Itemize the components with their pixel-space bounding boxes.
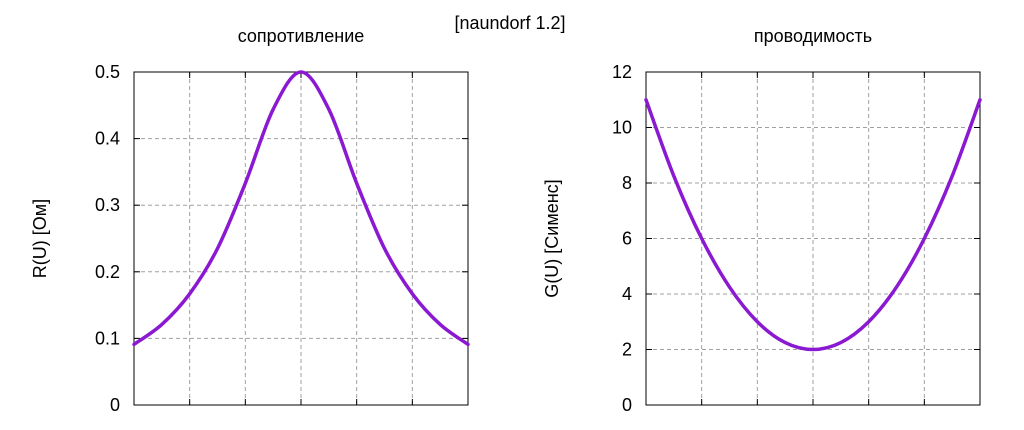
resistance-title: сопротивление [238,26,365,46]
conductance-ytick-label: 0 [622,395,632,415]
conductance-ytick-label: 12 [612,62,632,82]
resistance-ytick-label: 0.4 [95,129,120,149]
figure-title: [naundorf 1.2] [454,13,565,33]
conductance-ytick-label: 4 [622,284,632,304]
resistance-ytick-label: 0 [110,395,120,415]
conductance-ytick-label: 2 [622,340,632,360]
conductance-ylabel: G(U) [Сименс] [542,179,562,297]
conductance-ytick-label: 6 [622,229,632,249]
conductance-ytick-label: 10 [612,118,632,138]
resistance-ylabel: R(U) [Ом] [30,199,50,278]
conductance-plot: 0 2 4 6 8 10 12 проводимость G(U) [Сименс] [542,26,982,415]
conductance-ytick-label: 8 [622,173,632,193]
resistance-plot: 0 0.1 0.2 0.3 0.4 0.5 сопротивление R(U) [Ом] [30,26,470,415]
resistance-series-line [132,70,470,347]
resistance-ytick-label: 0.2 [95,262,120,282]
resistance-ytick-label: 0.5 [95,62,120,82]
conductance-series-line [644,98,982,352]
conductance-title: проводимость [754,26,872,46]
resistance-ytick-label: 0.3 [95,195,120,215]
resistance-ytick-label: 0.1 [95,328,120,348]
